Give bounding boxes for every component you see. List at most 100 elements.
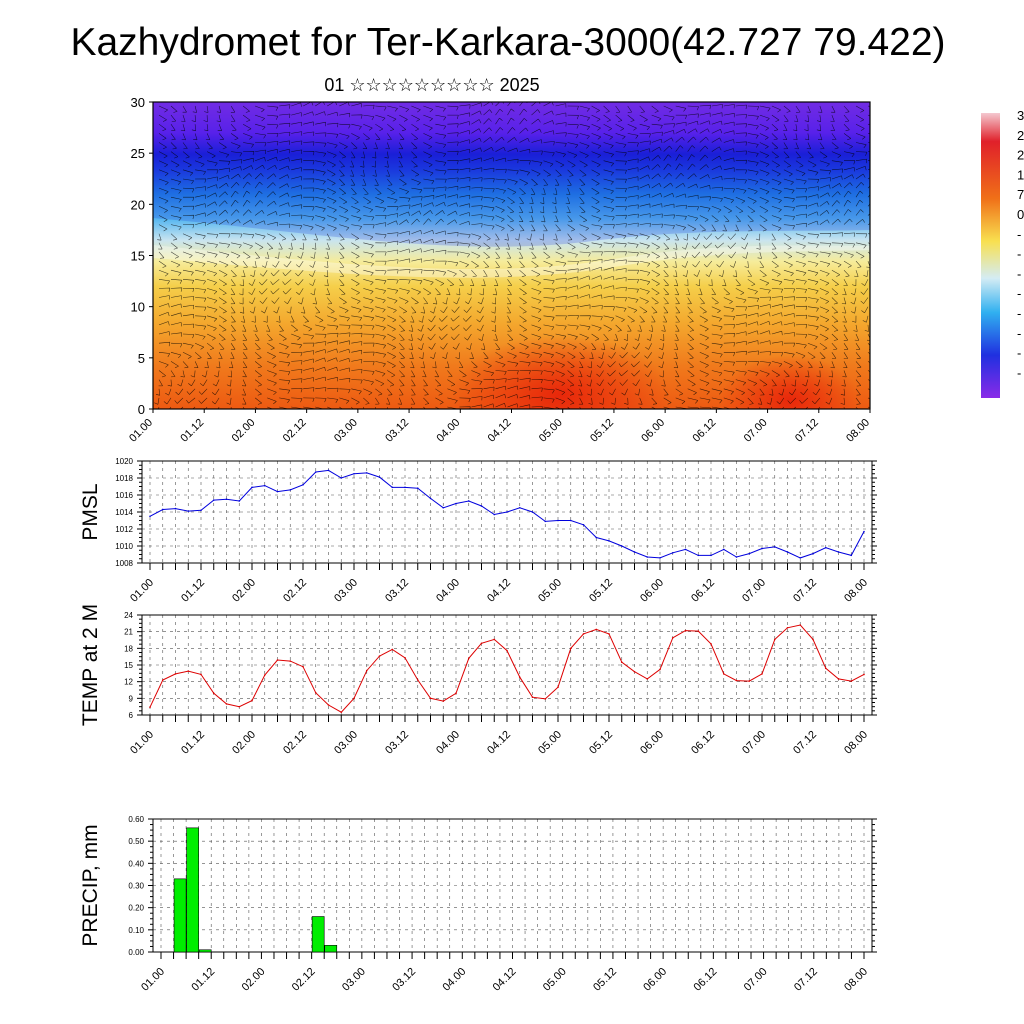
temp-point xyxy=(824,667,827,670)
section-x-tick-label: 04.12 xyxy=(486,417,514,445)
section-x-tick-label: 07.12 xyxy=(793,417,821,445)
colorbar-label: 2 xyxy=(1017,148,1024,163)
pmsl-point xyxy=(863,530,865,533)
temp-y-tick-label: 15 xyxy=(124,661,133,670)
pmsl-point xyxy=(735,556,738,558)
precip-x-tick-label: 04.00 xyxy=(440,966,468,994)
temp-point xyxy=(557,686,559,689)
pmsl-point xyxy=(238,500,241,502)
section-y-axis: 0 5 10 15 20 25 30 xyxy=(131,95,153,417)
pmsl-point xyxy=(608,540,610,542)
pmsl-x-tick-label: 08.00 xyxy=(842,577,870,605)
pmsl-y-tick-label: 1008 xyxy=(115,559,133,568)
pmsl-point xyxy=(200,509,202,512)
pmsl-x-tick-label: 02.12 xyxy=(281,577,309,605)
precip-x-tick-label: 03.00 xyxy=(340,966,368,994)
pmsl-y-tick-label: 1020 xyxy=(115,457,133,466)
pmsl-x-tick-label: 06.12 xyxy=(689,577,717,605)
temp-point xyxy=(773,638,776,641)
pmsl-point xyxy=(302,484,304,486)
temp-point xyxy=(506,649,508,652)
pmsl-point xyxy=(671,552,674,554)
temp-x-tick-label: 02.12 xyxy=(281,729,309,757)
pmsl-point xyxy=(518,506,521,509)
temp-point xyxy=(212,692,215,695)
temp-point xyxy=(200,673,202,676)
temp-point xyxy=(748,680,751,682)
temp-x-tick-label: 08.00 xyxy=(842,729,870,757)
temp-x-tick-label: 06.12 xyxy=(689,729,717,757)
temp-point xyxy=(863,673,865,676)
pmsl-x-tick-label: 05.12 xyxy=(587,577,615,605)
wind-barb-field xyxy=(154,102,870,409)
section-cold-band xyxy=(153,102,870,247)
precip-x-tick-label: 08.00 xyxy=(842,966,870,994)
section-warm-area xyxy=(450,335,670,409)
precip-x-tick-label: 05.12 xyxy=(591,966,619,994)
pmsl-point xyxy=(314,471,317,473)
temp-point xyxy=(187,670,190,672)
precip-x-tick-label: 07.12 xyxy=(792,966,820,994)
temp-point xyxy=(620,661,623,664)
wind-barbs xyxy=(154,102,870,409)
pmsl-point xyxy=(710,554,712,557)
section-x-tick-label: 01.12 xyxy=(178,417,206,445)
colorbar-label: - xyxy=(1017,346,1021,361)
pmsl-x-tick-label: 07.12 xyxy=(791,577,819,605)
colorbar-label: 1 xyxy=(1017,167,1024,182)
temp-point xyxy=(378,655,381,657)
section-x-tick-label: 05.12 xyxy=(588,417,616,445)
pmsl-point xyxy=(149,515,151,518)
precip-y-tick-label: 0.30 xyxy=(128,882,144,891)
precip-y-tick-label: 0.00 xyxy=(128,948,144,957)
precip-y-tick-label: 0.50 xyxy=(128,837,144,846)
temp-point xyxy=(569,647,572,650)
section-x-tick-label: 03.12 xyxy=(383,417,411,445)
pmsl-point xyxy=(633,551,636,553)
temp-point xyxy=(518,676,521,679)
precip-x-tick-label: 04.12 xyxy=(491,966,519,994)
section-x-tick-label: 02.00 xyxy=(230,417,258,445)
pmsl-point xyxy=(378,476,381,478)
precip-x-tick-label: 01.00 xyxy=(139,966,167,994)
pmsl-point xyxy=(761,547,763,550)
temp-point xyxy=(722,673,725,675)
pmsl-x-tick-label: 02.00 xyxy=(230,577,258,605)
pmsl-point xyxy=(340,477,343,479)
temp-point xyxy=(659,668,661,671)
temp-y-tick-label: 24 xyxy=(124,611,133,620)
section-x-tick-label: 04.00 xyxy=(434,417,462,445)
pmsl-point xyxy=(416,487,419,490)
pmsl-y-tick-label: 1014 xyxy=(115,508,133,517)
pmsl-point xyxy=(225,498,228,501)
pmsl-point xyxy=(773,546,776,548)
temp-point xyxy=(353,697,355,700)
temp-point xyxy=(595,628,598,631)
colorbar-label: - xyxy=(1017,247,1021,262)
colorbar-label: - xyxy=(1017,286,1021,301)
pmsl-x-tick-label: 03.00 xyxy=(332,577,360,605)
temp-y-axis-label: TEMP at 2 M xyxy=(79,604,102,726)
temp-point xyxy=(710,643,712,645)
temp-point xyxy=(799,624,802,626)
precip-y-axis-label: PRECIP, mm xyxy=(79,824,102,946)
temp-x-tick-label: 04.00 xyxy=(434,729,462,757)
precip-x-tick-label: 06.00 xyxy=(641,966,669,994)
temp-y-tick-label: 6 xyxy=(129,711,134,720)
colorbar-label: 3 xyxy=(1017,108,1024,123)
pmsl-point xyxy=(646,556,649,558)
temp-x-tick-label: 02.00 xyxy=(230,729,258,757)
precip-bar xyxy=(198,949,212,953)
precip-y-tick-label: 0.60 xyxy=(128,815,144,824)
temp-y-tick-label: 9 xyxy=(129,694,134,703)
pmsl-y-axis-label: PMSL xyxy=(79,483,102,540)
colorbar-label: - xyxy=(1017,326,1021,341)
precip-y-tick-label: 0.40 xyxy=(128,859,144,868)
pmsl-point xyxy=(251,486,253,489)
section-y-tick-label: 0 xyxy=(138,402,145,417)
pmsl-y-tick-label: 1018 xyxy=(115,474,133,483)
temp-x-tick-label: 05.12 xyxy=(587,729,615,757)
temp-point xyxy=(786,626,789,629)
temp-x-tick-label: 06.00 xyxy=(638,729,666,757)
